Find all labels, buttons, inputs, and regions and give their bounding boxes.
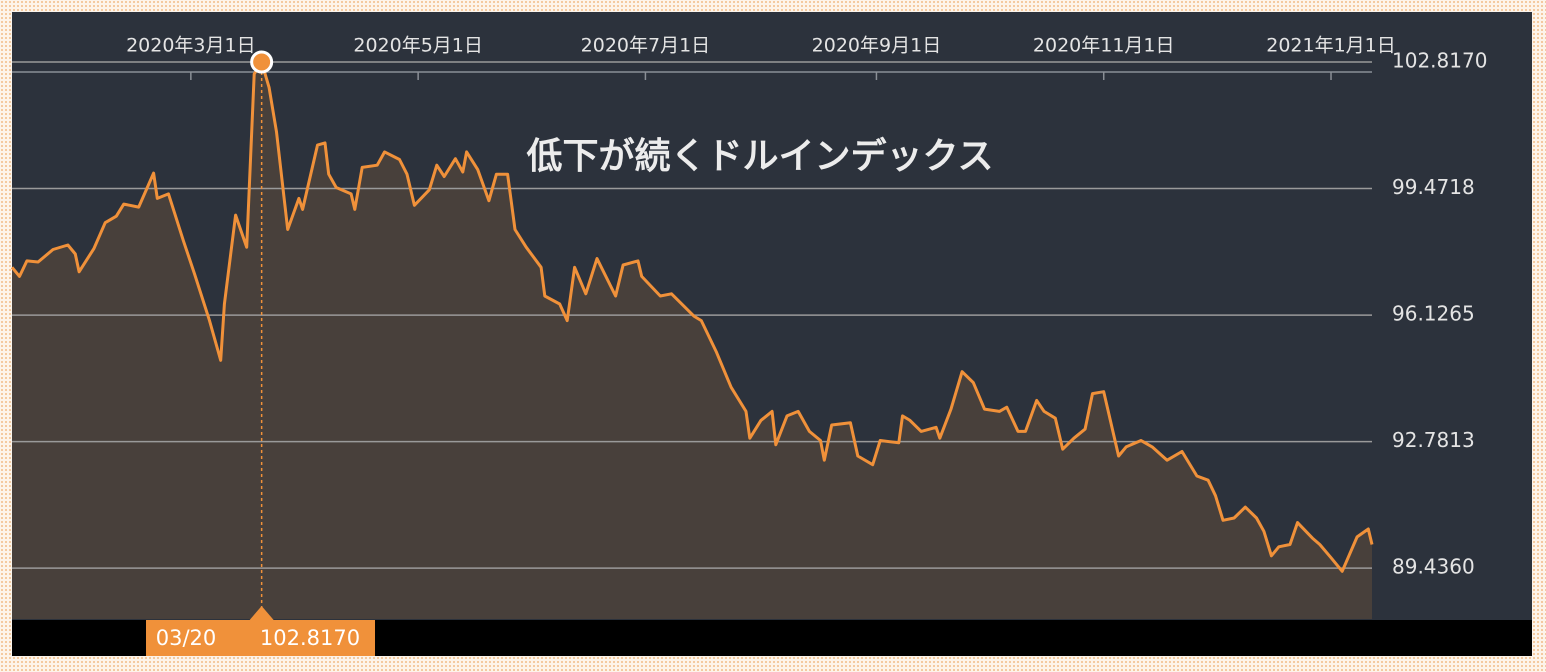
y-tick-label: 96.1265 xyxy=(1392,302,1475,326)
highlight-point xyxy=(250,50,274,74)
y-tick-label: 92.7813 xyxy=(1392,428,1475,452)
chart-title: 低下が続くドルインデックス xyxy=(527,135,994,177)
tooltip-value: 102.8170 xyxy=(260,626,360,650)
y-tick-label: 89.4360 xyxy=(1392,555,1475,579)
y-tick-label: 99.4718 xyxy=(1392,175,1475,199)
tooltip-pointer xyxy=(249,606,274,620)
line xyxy=(10,60,1374,573)
x-tick-label: 2020年5月1日 xyxy=(353,35,483,57)
y-tick-label: 102.8170 xyxy=(1392,49,1487,73)
tooltip-box xyxy=(146,620,375,656)
x-tick-label: 2020年9月1日 xyxy=(812,35,942,57)
x-tick-label: 2020年3月1日 xyxy=(126,35,256,57)
tooltip-date: 03/20 xyxy=(156,626,217,650)
x-tick-label: 2020年7月1日 xyxy=(581,35,711,57)
x-tick-label: 2021年1月1日 xyxy=(1266,35,1396,57)
x-tick-label: 2020年11月1日 xyxy=(1033,35,1175,57)
